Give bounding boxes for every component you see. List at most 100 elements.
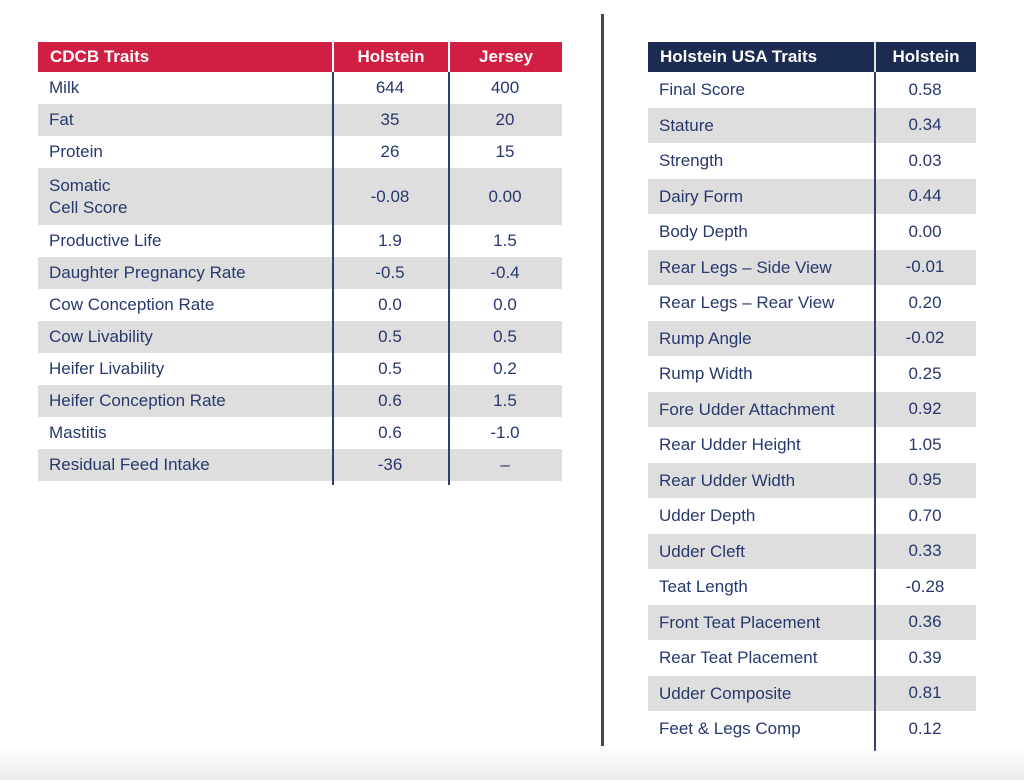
table-row: Rear Teat Placement 0.39: [648, 640, 976, 676]
trait-cell: Dairy Form: [659, 186, 744, 206]
value-cell: 1.9: [378, 231, 402, 250]
holstein-usa-traits-table: Holstein USA Traits Holstein Final Score…: [648, 42, 976, 751]
trait-cell: Body Depth: [659, 222, 748, 242]
table-row: Residual Feed Intake -36 –: [38, 449, 562, 481]
value-cell: 0.6: [378, 423, 402, 442]
value-cell: 0.6: [378, 391, 402, 410]
value-cell: 0.00: [908, 221, 942, 241]
trait-cell: Rear Legs – Side View: [659, 257, 832, 277]
cdcb-column-header-jersey: Jersey: [448, 42, 562, 72]
value-cell: 0.00: [488, 186, 522, 206]
value-cell: 1.05: [908, 434, 942, 454]
value-cell: 35: [380, 110, 400, 129]
table-row: Heifer Livability 0.5 0.2: [38, 353, 562, 385]
table-row: Cow Conception Rate 0.0 0.0: [38, 289, 562, 321]
vertical-divider: [601, 14, 604, 746]
value-cell: 0.12: [908, 718, 942, 738]
table-row: Rear Udder Width 0.95: [648, 462, 976, 498]
value-cell: 0.95: [908, 470, 942, 490]
value-cell: 0.92: [908, 399, 942, 419]
value-cell: -0.28: [905, 576, 945, 596]
table-row: Daughter Pregnancy Rate -0.5 -0.4: [38, 257, 562, 289]
table-row: Rear Legs – Rear View 0.20: [648, 285, 976, 321]
value-cell: 15: [495, 142, 515, 161]
table-row: Teat Length -0.28: [648, 569, 976, 605]
trait-cell: Teat Length: [659, 577, 748, 597]
trait-cell: Milk: [49, 78, 80, 98]
husa-table-body: Final Score 0.58 Stature 0.34 Strength 0…: [648, 72, 976, 747]
value-cell: 0.20: [908, 292, 942, 312]
table-row: Heifer Conception Rate 0.6 1.5: [38, 385, 562, 417]
table-row: Rear Udder Height 1.05: [648, 427, 976, 463]
table-row: Udder Depth 0.70: [648, 498, 976, 534]
trait-cell: Productive Life: [49, 231, 162, 251]
table-row: Udder Composite 0.81: [648, 675, 976, 711]
value-cell: 0.36: [908, 612, 942, 632]
cdcb-table-header: CDCB Traits Holstein Jersey: [38, 42, 562, 72]
husa-table-header: Holstein USA Traits Holstein: [648, 42, 976, 72]
table-row: Protein 26 15: [38, 136, 562, 168]
column-rule: [332, 72, 334, 485]
table-row: Final Score 0.58: [648, 72, 976, 108]
trait-cell: Rear Udder Height: [659, 435, 801, 455]
table-row: Fore Udder Attachment 0.92: [648, 391, 976, 427]
trait-cell: Udder Depth: [659, 506, 756, 526]
cdcb-column-header-holstein: Holstein: [332, 42, 448, 72]
table-row: Body Depth 0.00: [648, 214, 976, 250]
trait-cell: Heifer Livability: [49, 359, 165, 379]
column-rule: [448, 72, 450, 485]
table-row: Stature 0.34: [648, 107, 976, 143]
value-cell: 0.0: [493, 295, 517, 314]
trait-cell: Rear Legs – Rear View: [659, 293, 835, 313]
trait-cell: Rump Angle: [659, 328, 752, 348]
trait-cell: Heifer Conception Rate: [49, 391, 226, 411]
table-row: Rump Angle -0.02: [648, 320, 976, 356]
value-cell: -0.5: [375, 263, 405, 282]
table-row: Fat 35 20: [38, 104, 562, 136]
value-cell: 0.81: [908, 683, 942, 703]
value-cell: -0.08: [370, 186, 410, 206]
value-cell: 0.5: [493, 327, 517, 346]
trait-cell: Stature: [659, 115, 714, 135]
value-cell: -0.4: [490, 263, 520, 282]
trait-cell: Udder Cleft: [659, 541, 745, 561]
trait-cell: Front Teat Placement: [659, 612, 821, 632]
value-cell: 0.44: [908, 186, 942, 206]
table-row: Mastitis 0.6 -1.0: [38, 417, 562, 449]
value-cell: 0.58: [908, 79, 942, 99]
husa-column-header-holstein: Holstein: [874, 42, 976, 72]
value-cell: 0.25: [908, 363, 942, 383]
trait-cell: Cow Livability: [49, 327, 153, 347]
table-row: Feet & Legs Comp 0.12: [648, 711, 976, 747]
table-row: Cow Livability 0.5 0.5: [38, 321, 562, 353]
cdcb-table-body: Milk 644 400 Fat 35 20 Protein 26 15 Som…: [38, 72, 562, 481]
trait-cell: Rump Width: [659, 364, 753, 384]
value-cell: -0.02: [905, 328, 945, 348]
value-cell: 20: [495, 110, 515, 129]
value-cell: 1.5: [493, 231, 517, 250]
value-cell: 0.70: [908, 505, 942, 525]
table-row: Dairy Form 0.44: [648, 178, 976, 214]
trait-cell: Fat: [49, 110, 74, 130]
trait-cell: Residual Feed Intake: [49, 455, 210, 475]
column-rule: [874, 72, 876, 751]
trait-cell: Final Score: [659, 80, 745, 100]
value-cell: 0.39: [908, 647, 942, 667]
table-row: Milk 644 400: [38, 72, 562, 104]
trait-cell: Daughter Pregnancy Rate: [49, 263, 246, 283]
trait-cell: Rear Udder Width: [659, 470, 796, 490]
table-row: Front Teat Placement 0.36: [648, 604, 976, 640]
table-row: Rear Legs – Side View -0.01: [648, 249, 976, 285]
value-cell: 0.0: [378, 295, 402, 314]
value-cell: 0.03: [908, 150, 942, 170]
value-cell: 1.5: [493, 391, 517, 410]
value-cell: -1.0: [490, 423, 520, 442]
trait-cell: Cow Conception Rate: [49, 295, 215, 315]
table-row: Productive Life 1.9 1.5: [38, 225, 562, 257]
table-row: Udder Cleft 0.33: [648, 533, 976, 569]
table-row: Strength 0.03: [648, 143, 976, 179]
value-cell: 0.2: [493, 359, 517, 378]
cdcb-table-title: CDCB Traits: [50, 47, 150, 66]
trait-cell: Fore Udder Attachment: [659, 399, 835, 419]
value-cell: 0.5: [378, 359, 402, 378]
